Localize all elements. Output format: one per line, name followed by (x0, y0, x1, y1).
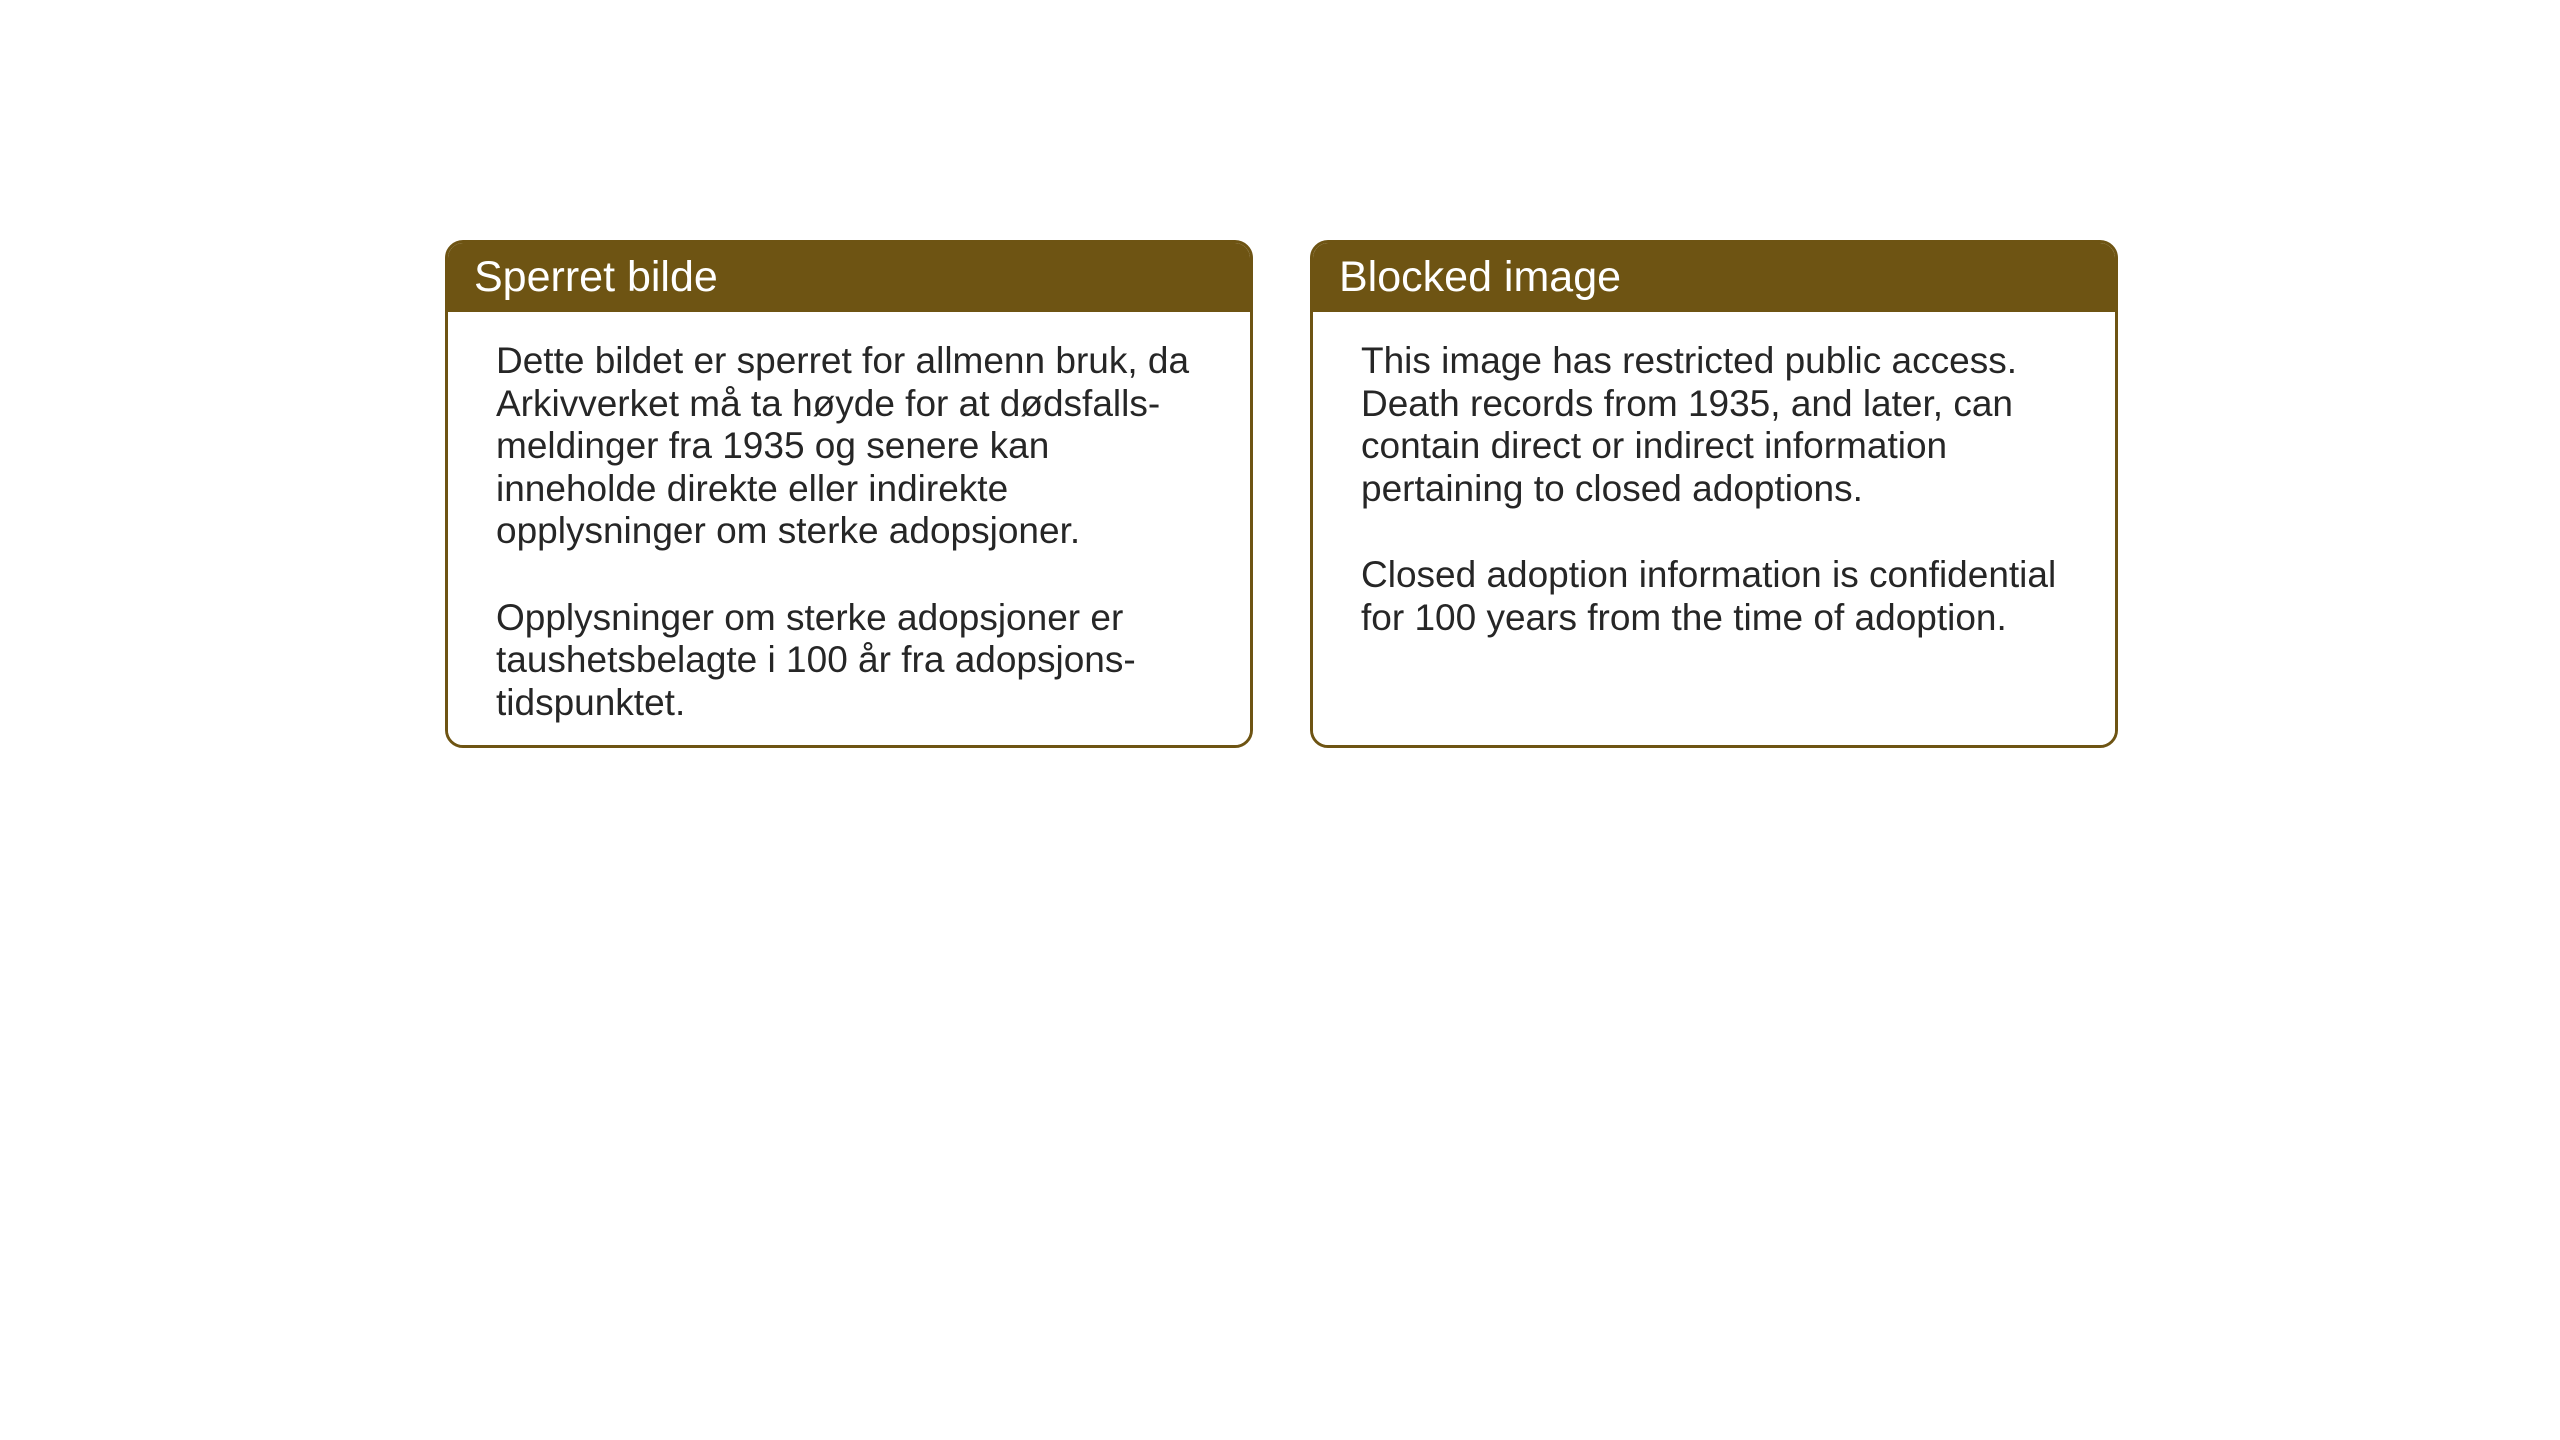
english-paragraph-2: Closed adoption information is confident… (1361, 554, 2067, 639)
english-card-title: Blocked image (1313, 243, 2115, 312)
english-card-body: This image has restricted public access.… (1313, 312, 2115, 745)
norwegian-paragraph-1: Dette bildet er sperret for allmenn bruk… (496, 340, 1202, 553)
notice-container: Sperret bilde Dette bildet er sperret fo… (445, 240, 2118, 748)
norwegian-card-title: Sperret bilde (448, 243, 1250, 312)
english-notice-card: Blocked image This image has restricted … (1310, 240, 2118, 748)
norwegian-notice-card: Sperret bilde Dette bildet er sperret fo… (445, 240, 1253, 748)
norwegian-paragraph-2: Opplysninger om sterke adopsjoner er tau… (496, 597, 1202, 725)
norwegian-card-body: Dette bildet er sperret for allmenn bruk… (448, 312, 1250, 748)
english-paragraph-1: This image has restricted public access.… (1361, 340, 2067, 510)
